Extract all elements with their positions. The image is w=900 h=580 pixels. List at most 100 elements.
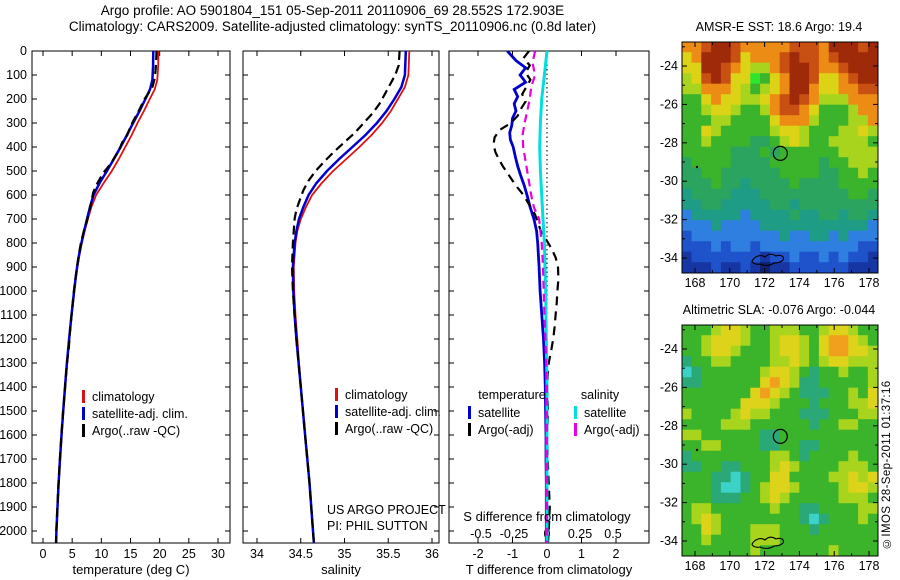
salinity-axis-title: salinity [321,562,361,577]
x-tick-label: 15 [124,547,138,561]
depth-tick-label: 1300 [0,356,27,370]
diff-legend-temperature-header: temperature [478,388,546,402]
legend-swatch-argo-t [468,423,471,436]
legend-swatch-satellite-t [468,406,471,419]
temperature-legend: climatology satellite-adj. clim. Argo(..… [82,388,188,439]
x-tick-label: 20 [153,547,167,561]
map-y-tick-label: -32 [660,213,678,227]
map-y-tick-label: -32 [660,496,678,510]
sst-map-title: AMSR-E SST: 18.6 Argo: 19.4 [695,20,863,34]
sla-map: 168 170 172 174 176 178 -24 -26 -28 -30 -32 -34 [660,324,879,573]
diff-legend-salinity-header: salinity [580,388,620,402]
map-y-tick-label: -28 [660,136,678,150]
curve-climatology [55,51,160,543]
map-y-tick-label: -34 [660,251,678,265]
curve-satellite-adj-clim- [291,51,408,543]
curve-argo-raw-qc- [54,51,158,543]
x-tick-label: -2 [472,547,483,561]
legend-row: satellite [468,404,534,421]
x-tick-label: 2 [613,547,620,561]
map-y-tick-label: -26 [660,380,678,394]
x-tick-label: 5 [69,547,76,561]
sst-map: 168 170 172 174 176 178 -24 -26 -28 -30 -32 -34 [660,41,880,290]
legend-row: Argo(..raw -QC) [82,422,188,439]
map-y-tick-label: -30 [660,174,678,188]
map-y-tick-label: -24 [660,59,678,73]
depth-tick-label: 500 [6,164,27,178]
map-x-tick-label: 172 [754,276,775,290]
map-x-tick-label: 170 [719,559,740,573]
depth-tick-label: 1700 [0,452,27,466]
coastline [751,253,785,266]
imos-credit: ©IMOS 28-Sep-2011 01:37:16 [881,380,893,550]
depth-tick-label: 700 [6,212,27,226]
legend-swatch-argo-s [574,423,577,436]
depth-tick-label: 0 [20,44,27,58]
map-x-tick-label: 176 [824,276,845,290]
depth-tick-label: 1600 [0,428,27,442]
coastline [751,536,785,549]
legend-label-argo-t: Argo(-adj) [478,422,534,437]
diff-legend-salinity: satellite Argo(-adj) [574,404,640,438]
curve-argo-adj-t [492,51,560,543]
s-diff-tick-label: -0.25 [500,527,529,541]
argo-float-marker [772,145,788,161]
legend-swatch-satellite-adj [335,405,338,418]
x-tick-label: 30 [211,547,225,561]
x-tick-label: 35.5 [376,547,400,561]
x-tick-label: 35 [338,547,352,561]
s-diff-tick-label: -0.5 [470,527,492,541]
x-tick-label: 34 [250,547,264,561]
map-y-tick-label: -24 [660,342,678,356]
legend-label-satellite-t: satellite [478,405,521,420]
legend-label-argo-raw: Argo(..raw -QC) [92,423,181,438]
map-frame [681,324,879,557]
depth-tick-label: 400 [6,140,27,154]
legend-label-satellite-s: satellite [584,405,627,420]
legend-swatch-climatology [82,390,85,403]
x-tick-label: 25 [182,547,196,561]
difference-panel: -2 -1 0 1 2-0.5 -0.25 0 0.25 0.5 [448,50,650,561]
map-speck [695,448,699,452]
argo-float-marker [772,428,788,444]
x-tick-label: 1 [578,547,585,561]
depth-tick-label: 600 [6,188,27,202]
x-tick-label: 0 [40,547,47,561]
x-tick-label: 34.5 [289,547,313,561]
legend-label-satellite-adj: satellite-adj. clim. [345,404,441,419]
depth-tick-label: 1200 [0,332,27,346]
map-speck [695,165,699,169]
depth-tick-label: 1100 [0,308,27,322]
map-y-tick-label: -26 [660,97,678,111]
legend-row: climatology [335,386,441,403]
depth-tick-label: 1500 [0,404,27,418]
legend-label-climatology: climatology [345,387,408,402]
legend-swatch-satellite-s [574,406,577,419]
depth-tick-label: 900 [6,260,27,274]
s-difference-axis-title: S difference from climatology [463,509,631,524]
curve-climatology [292,51,411,543]
legend-row: Argo(-adj) [574,421,640,438]
curve-argo-raw-qc- [290,51,401,543]
legend-swatch-climatology [335,388,338,401]
temperature-panel: 0 5 10 15 20 25 300100200300400500600700800900… [0,44,231,561]
depth-tick-label: 1800 [0,476,27,490]
figure-title-line2: Climatology: CARS2009. Satellite-adjuste… [68,19,597,34]
curve-argo-adj-s [521,51,549,543]
legend-row: satellite-adj. clim. [335,403,441,420]
t-difference-axis-title: T difference from climatology [465,562,633,577]
project-note-line2: PI: PHIL SUTTON [327,519,428,533]
map-x-tick-label: 178 [859,276,880,290]
map-y-tick-label: -34 [660,534,678,548]
legend-label-argo-raw: Argo(..raw -QC) [345,421,434,436]
map-frame [681,41,879,274]
x-tick-label: 10 [94,547,108,561]
salinity-legend: climatology satellite-adj. clim. Argo(..… [335,386,441,437]
map-x-tick-label: 174 [789,559,810,573]
map-x-tick-label: 170 [719,276,740,290]
map-x-tick-label: 168 [685,559,706,573]
map-y-tick-label: -30 [660,457,678,471]
map-x-tick-label: 176 [824,559,845,573]
